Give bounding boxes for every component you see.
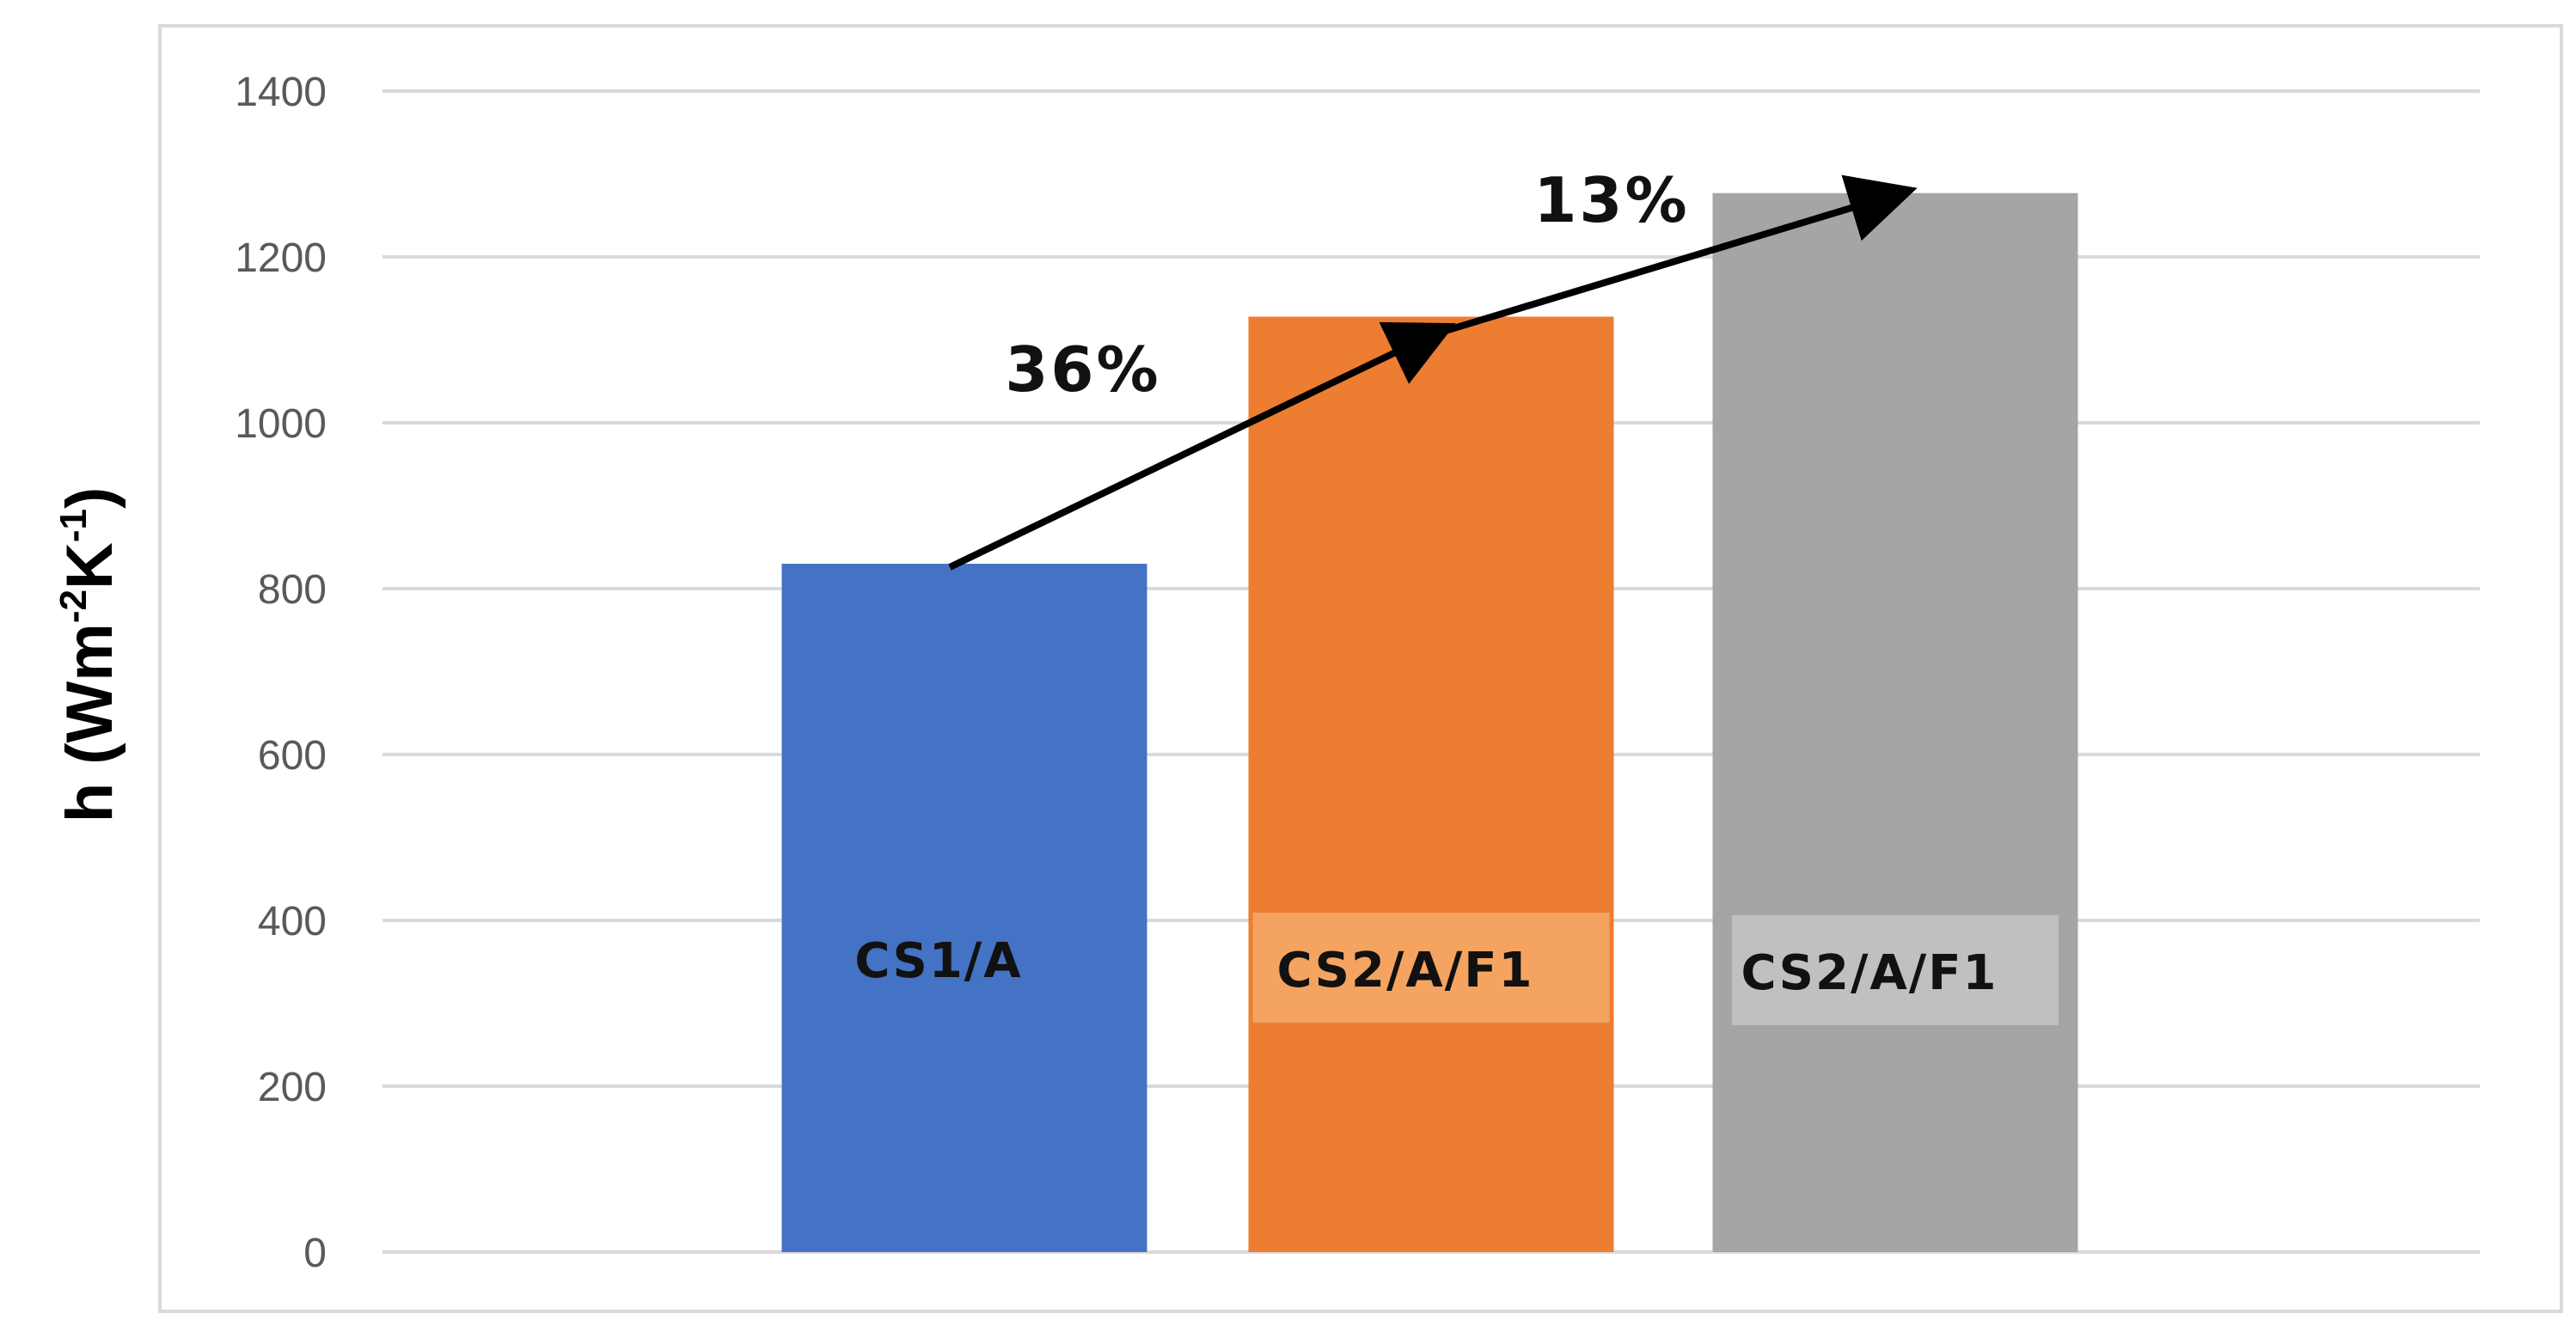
annotation-arrow xyxy=(1429,174,1918,339)
y-tick-label: 600 xyxy=(258,733,327,779)
y-axis-tick-labels: 0 200 400 600 800 1000 1200 1400 xyxy=(235,70,327,1276)
y-tick-label: 0 xyxy=(303,1231,327,1276)
y-tick-label: 1000 xyxy=(235,401,327,447)
y-tick-label: 400 xyxy=(258,899,327,944)
annotation-arrow xyxy=(948,321,1456,571)
annotation-arrows: 36% 13% xyxy=(948,164,1918,571)
y-tick-label: 1200 xyxy=(235,235,327,281)
bar-label-box xyxy=(1732,915,2059,1025)
y-axis-label: h (Wm-2K-1) xyxy=(52,487,126,823)
bar-category-label: CS1/A xyxy=(854,933,1022,989)
annotation-label: 13% xyxy=(1533,164,1689,236)
bar-category-label: CS2/A/F1 xyxy=(1741,945,1998,1001)
bar-category-label: CS2/A/F1 xyxy=(1277,943,1534,999)
bars: CS1/A CS2/A/F1 CS2/A/F1 xyxy=(781,192,2078,1253)
bar-label-box xyxy=(1252,913,1610,1023)
y-tick-label: 800 xyxy=(258,567,327,613)
y-tick-label: 1400 xyxy=(235,70,327,115)
bar xyxy=(1248,316,1614,1253)
bar xyxy=(781,564,1147,1252)
bar xyxy=(1712,192,2078,1252)
annotation-label: 36% xyxy=(1005,333,1160,406)
y-tick-label: 200 xyxy=(258,1065,327,1110)
